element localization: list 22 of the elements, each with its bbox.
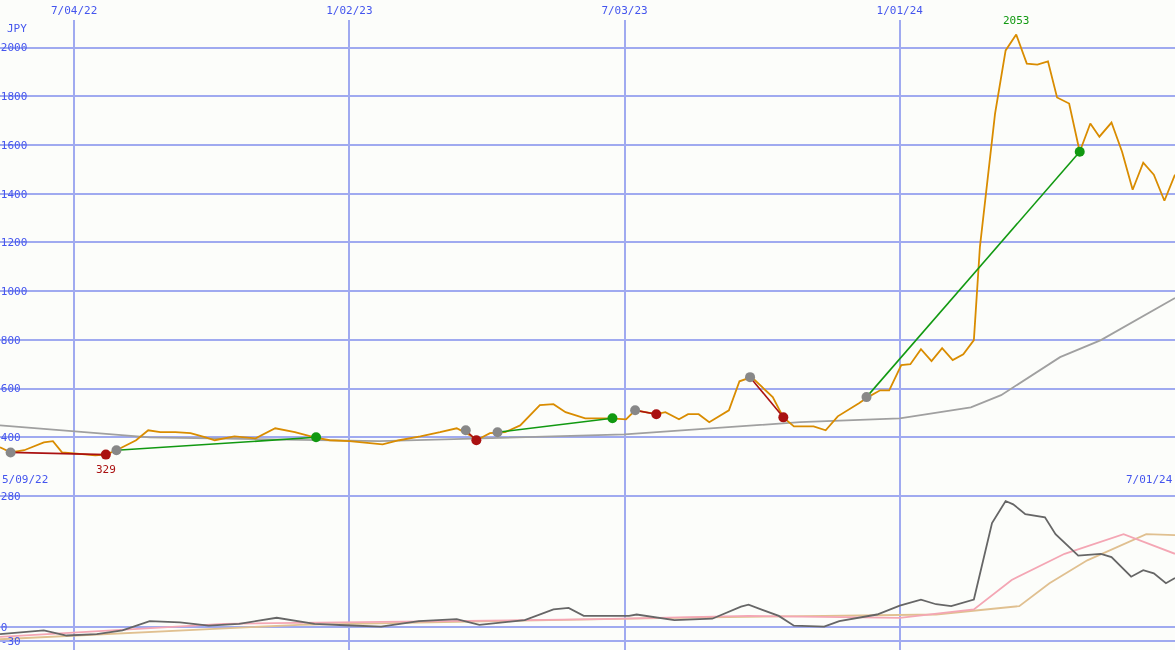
- annotation: 2053: [1003, 14, 1030, 27]
- y-tick-label: 400: [0, 431, 21, 445]
- y-tick-label: 1800: [0, 90, 28, 104]
- annotation: 329: [96, 463, 116, 476]
- y-tick-label: 600: [0, 382, 21, 396]
- x-tick-label: 7/03/23: [601, 4, 648, 18]
- y-axis-title: JPY: [7, 22, 28, 35]
- y-tick-label: 280: [0, 489, 21, 503]
- x-tick-label: 1/02/23: [326, 4, 373, 18]
- y-tick-label: 2000: [0, 41, 28, 55]
- annotation: 5/09/22: [2, 473, 49, 486]
- line-series: [0, 500, 1175, 637]
- y-tick-label: 1600: [0, 138, 28, 152]
- y-tick-label: 800: [0, 333, 21, 347]
- y-tick-label: 0: [0, 620, 8, 634]
- x-tick-label: 7/04/22: [50, 4, 98, 18]
- y-tick-label: 1000: [0, 284, 28, 298]
- line-series: [0, 297, 1175, 443]
- y-tick-label: 1200: [0, 236, 28, 250]
- y-tick-label: 1400: [0, 187, 28, 201]
- annotation: 7/01/24: [1126, 473, 1173, 486]
- x-tick-label: 1/01/24: [876, 4, 924, 18]
